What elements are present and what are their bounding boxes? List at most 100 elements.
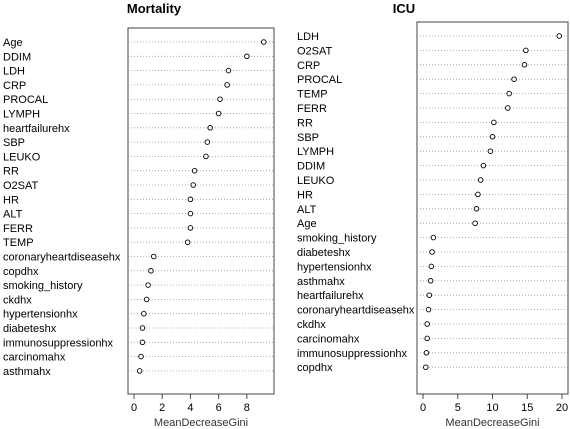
chart-2-category-label: O2SAT [297, 45, 333, 57]
chart-1-data-point [203, 153, 209, 160]
chart-2-category-label: LEUKO [297, 175, 335, 187]
chart-2-data-point [556, 33, 562, 39]
chart-2-category-label: RR [297, 117, 313, 129]
chart-1-category-label: heartfailurehx [3, 123, 70, 135]
chart-2-category-label: ALT [297, 204, 317, 216]
chart-2-data-point [521, 62, 528, 68]
chart-1-data-point [138, 353, 144, 360]
chart-1-category-label: TEMP [3, 237, 34, 249]
chart-2-data-point [505, 105, 511, 111]
chart-1-category-label: copdhx [3, 266, 39, 278]
chart-2-category-label: carcinomahx [297, 333, 360, 345]
chart-2-data-point [491, 119, 497, 126]
chart-1-category-label: carcinomahx [3, 352, 66, 364]
chart-2-data-point [425, 306, 432, 313]
chart-1-data-point [224, 82, 230, 88]
chart-1-plot-frame [127, 27, 275, 395]
chart-1-data-point [187, 225, 194, 231]
chart-2-category-label: heartfailurehx [297, 290, 364, 302]
chart-2-category-label: DDIM [297, 161, 325, 173]
chart-1-x-axis-label: MeanDecreaseGini [154, 417, 248, 429]
chart-1-category-label: ckdhx [3, 294, 32, 306]
chart-2-category-label: immunosuppressionhx [297, 348, 408, 360]
chart-1-category-label: LDH [3, 66, 25, 78]
chart-1-data-point [217, 96, 223, 102]
chart-2-data-point [428, 263, 435, 270]
chart-1-category-label: DDIM [3, 51, 31, 63]
chart-2-data-point [429, 249, 435, 255]
chart-1-data-point [184, 239, 191, 245]
chart-2-title: ICU [393, 1, 415, 16]
chart-1-data-point [225, 67, 232, 74]
chart-2-data-point [506, 90, 512, 97]
chart-2-category-label: diabeteshx [297, 247, 351, 259]
chart-1-data-point [150, 253, 157, 260]
chart-2-x-tick-label: 10 [486, 402, 498, 414]
chart-1-data-point [139, 339, 146, 346]
chart-1-category-label: coronaryheartdiseasehx [3, 252, 121, 264]
chart-1-category-label: FERR [3, 223, 33, 235]
chart-2-data-point [427, 278, 434, 284]
chart-2-data-point [424, 321, 430, 327]
chart-1-data-point [204, 139, 211, 145]
chart-1-x-tick-label: 8 [244, 402, 250, 414]
chart-1-category-label: HR [3, 194, 19, 206]
chart-1-category-label: LYMPH [3, 109, 40, 121]
chart-1-data-point [261, 39, 267, 45]
chart-2-category-label: CRP [297, 60, 320, 72]
chart-1-category-label: hypertensionhx [3, 309, 78, 321]
chart-2-data-point [472, 220, 478, 226]
chart-2-data-point [489, 134, 496, 140]
chart-2-x-tick-label: 0 [420, 402, 426, 414]
chart-1-x-tick-label: 6 [216, 402, 222, 414]
chart-1-title: Mortality [127, 1, 182, 16]
chart-1-category-label: RR [3, 166, 19, 178]
chart-2-data-point [426, 292, 433, 298]
chart-2-data-point [511, 76, 517, 82]
chart-1-data-point [148, 268, 154, 274]
chart-1-category-label: CRP [3, 80, 26, 92]
chart-2-category-label: ckdhx [297, 319, 326, 331]
chart-1-data-point [139, 325, 146, 331]
chart-2-data-point [430, 234, 437, 241]
chart-2-x-tick-label: 20 [556, 402, 568, 414]
chart-2-category-label: PROCAL [297, 74, 342, 86]
chart-2-data-point [477, 177, 484, 183]
chart-2-category-label: LYMPH [297, 146, 334, 158]
chart-1-data-point [187, 210, 194, 217]
chart-1-category-label: SBP [3, 137, 25, 149]
chart-2-category-label: copdhx [297, 362, 333, 374]
chart-1-data-point [207, 125, 213, 131]
chart-1-data-point [187, 196, 194, 203]
chart-1-data-point [191, 167, 198, 174]
chart-2-data-point [423, 364, 429, 370]
chart-1-x-tick-label: 2 [159, 402, 165, 414]
chart-1-category-label: diabeteshx [3, 323, 57, 335]
chart-1-data-point [136, 368, 143, 374]
chart-1-category-label: LEUKO [3, 151, 41, 163]
chart-1-data-point [143, 296, 150, 303]
chart-1-x-tick-label: 0 [131, 402, 137, 414]
chart-1-category-label: smoking_history [3, 280, 83, 292]
chart-1-category-label: O2SAT [3, 180, 39, 192]
chart-1-data-point [215, 110, 222, 117]
chart-2-category-label: Age [297, 218, 317, 230]
chart-2-data-point [480, 162, 487, 169]
chart-1-category-label: PROCAL [3, 94, 48, 106]
chart-2-category-label: HR [297, 189, 313, 201]
chart-1-x-tick-label: 4 [187, 402, 193, 414]
chart-1-data-point [190, 182, 196, 188]
chart-2-data-point [424, 335, 430, 342]
chart-2-data-point [423, 350, 430, 356]
chart-2-data-point [473, 206, 480, 212]
chart-2-x-axis-label: MeanDecreaseGini [445, 417, 539, 429]
chart-1-data-point [141, 310, 147, 317]
chart-1-data-point [244, 53, 250, 60]
chart-2-data-point [487, 148, 494, 154]
chart-1-category-label: immunosuppressionhx [3, 337, 114, 349]
chart-2-category-label: FERR [297, 103, 327, 115]
chart-2-category-label: TEMP [297, 89, 328, 101]
chart-1-data-point [145, 282, 151, 288]
chart-1-category-label: ALT [3, 209, 23, 221]
chart-2-category-label: smoking_history [297, 233, 377, 245]
